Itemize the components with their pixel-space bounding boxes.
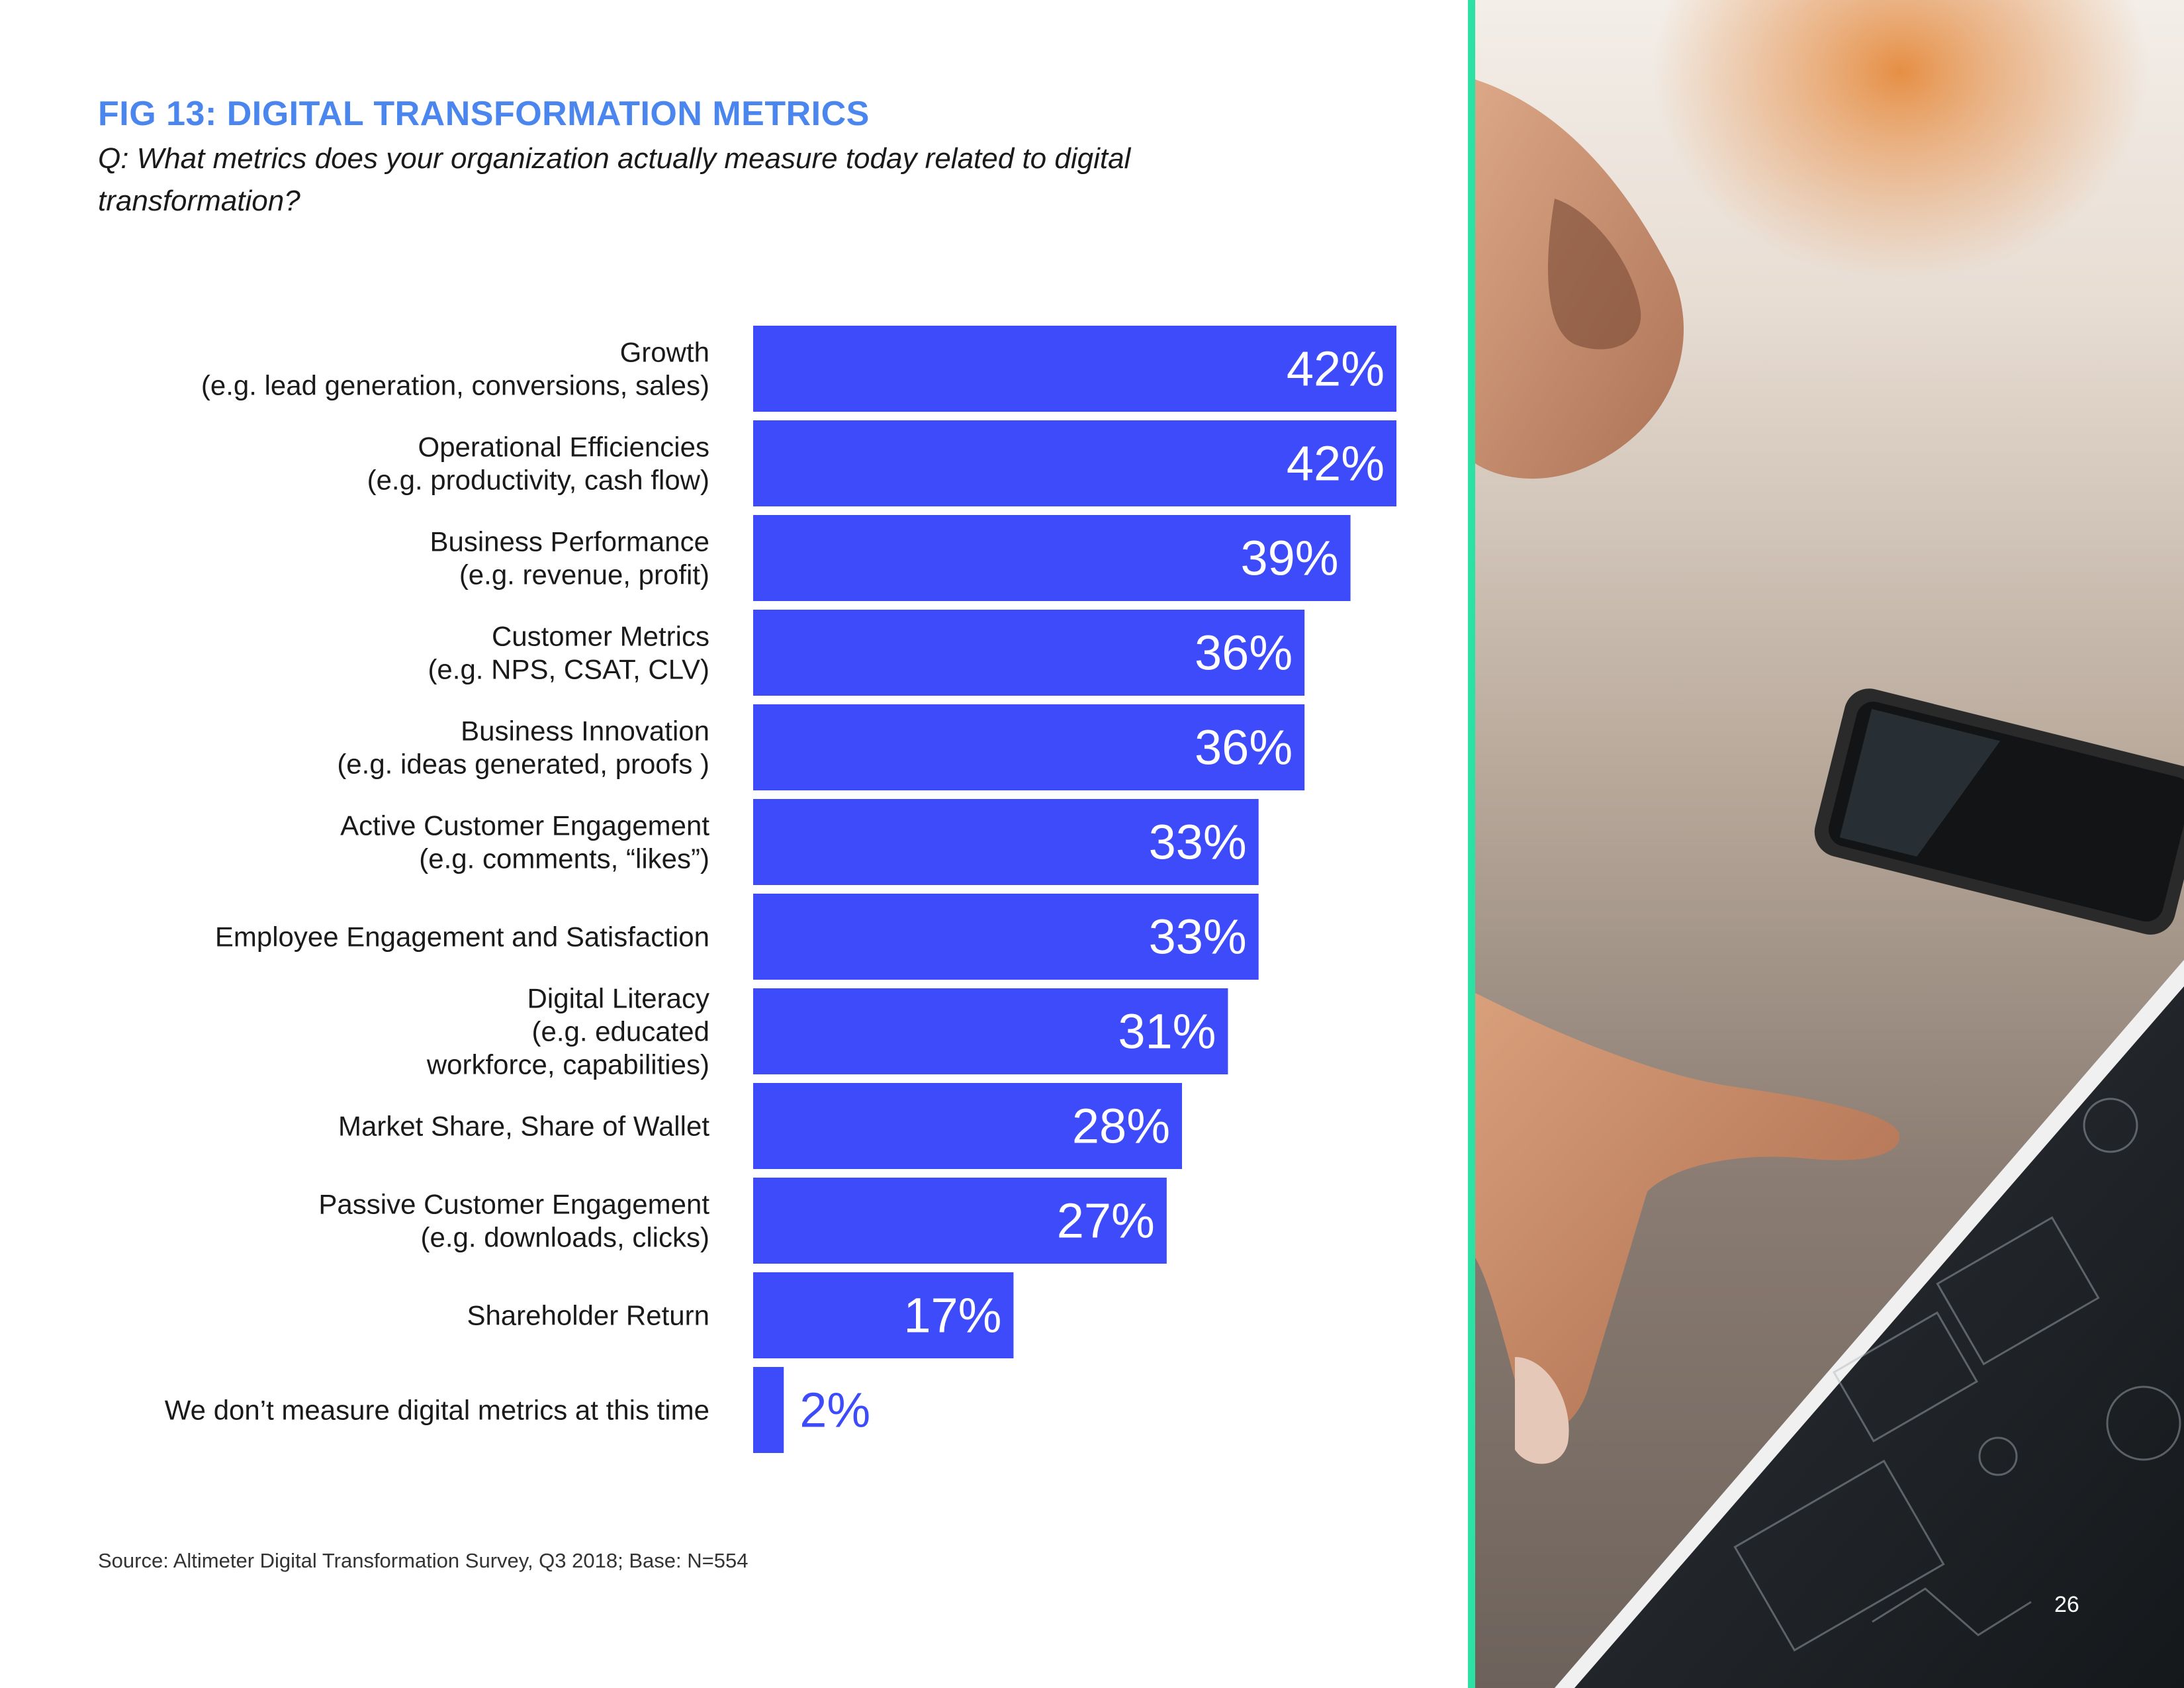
category-label-line: Business Innovation: [461, 716, 709, 747]
category-label-line: (e.g. NPS, CSAT, CLV): [428, 654, 709, 685]
bar-value-label-8: 31%: [1118, 1004, 1216, 1059]
bar-chart: 42% Growth(e.g. lead generation, conversi…: [165, 326, 1396, 1453]
category-label-line: Passive Customer Engagement: [318, 1189, 709, 1220]
bar-7: [753, 894, 1259, 980]
category-label-line: (e.g. comments, “likes”): [419, 843, 709, 874]
bar-value-label-1: 42%: [1287, 342, 1385, 397]
category-label-line: Operational Efficiencies: [418, 432, 709, 463]
category-label-line: Employee Engagement and Satisfaction: [215, 921, 709, 953]
bar-12: [753, 1367, 784, 1453]
category-label-line: Shareholder Return: [467, 1300, 709, 1331]
category-label-5: Business Innovation(e.g. ideas generated…: [337, 716, 709, 780]
bar-value-label-9: 28%: [1072, 1099, 1170, 1154]
category-label-1: Growth(e.g. lead generation, conversions…: [201, 337, 709, 401]
bar-1: [753, 326, 1396, 412]
bar-2: [753, 420, 1396, 506]
bar-value-label-4: 36%: [1195, 626, 1293, 680]
category-label-line: We don’t measure digital metrics at this…: [165, 1395, 709, 1426]
page-number: 26: [2054, 1592, 2079, 1617]
bar-8: [753, 988, 1228, 1074]
category-label-line: Business Performance: [430, 526, 709, 557]
category-label-line: (e.g. downloads, clicks): [420, 1222, 709, 1253]
bar-value-label-11: 17%: [903, 1288, 1001, 1343]
category-label-7: Employee Engagement and Satisfaction: [215, 921, 709, 953]
decorative-photo: [1475, 0, 2184, 1688]
bar-11: [753, 1272, 1014, 1358]
bar-9: [753, 1083, 1182, 1169]
bar-4: [753, 610, 1305, 696]
bar-5: [753, 704, 1305, 790]
category-label-line: (e.g. educated: [531, 1016, 709, 1047]
category-label-9: Market Share, Share of Wallet: [338, 1111, 709, 1142]
category-label-6: Active Customer Engagement(e.g. comments…: [340, 810, 709, 874]
bar-value-label-7: 33%: [1149, 910, 1247, 964]
photo-illustration: [1475, 0, 2184, 1688]
bar-3: [753, 515, 1351, 601]
chart-panel: FIG 13: DIGITAL TRANSFORMATION METRICS Q…: [98, 95, 1396, 1572]
category-label-10: Passive Customer Engagement(e.g. downloa…: [318, 1189, 709, 1253]
category-label-3: Business Performance(e.g. revenue, profi…: [430, 526, 709, 590]
category-label-4: Customer Metrics(e.g. NPS, CSAT, CLV): [428, 621, 709, 685]
bar-value-label-12: 2%: [799, 1383, 870, 1438]
bar-10: [753, 1178, 1167, 1264]
source-note: Source: Altimeter Digital Transformation…: [98, 1549, 749, 1572]
bar-value-label-5: 36%: [1195, 720, 1293, 775]
bar-value-label-10: 27%: [1057, 1194, 1155, 1248]
category-label-line: (e.g. ideas generated, proofs ): [337, 749, 709, 780]
survey-question: Q: What metrics does your organization a…: [98, 142, 1131, 217]
bar-value-label-6: 33%: [1149, 815, 1247, 870]
category-label-11: Shareholder Return: [467, 1300, 709, 1331]
category-label-2: Operational Efficiencies(e.g. productivi…: [367, 432, 709, 496]
category-label-8: Digital Literacy(e.g. educatedworkforce,…: [426, 983, 709, 1080]
accent-divider: [1468, 0, 1475, 1688]
category-label-line: (e.g. revenue, profit): [459, 559, 709, 590]
bar-value-label-2: 42%: [1287, 436, 1385, 491]
category-label-12: We don’t measure digital metrics at this…: [165, 1395, 709, 1426]
category-label-line: Digital Literacy: [527, 983, 709, 1014]
figure-title: FIG 13: DIGITAL TRANSFORMATION METRICS: [98, 95, 870, 133]
category-label-line: Growth: [620, 337, 709, 368]
category-label-line: workforce, capabilities): [426, 1049, 709, 1080]
category-label-line: (e.g. productivity, cash flow): [367, 465, 709, 496]
bar-6: [753, 799, 1259, 885]
category-label-line: (e.g. lead generation, conversions, sale…: [201, 370, 709, 401]
bar-value-label-3: 39%: [1240, 531, 1338, 586]
category-label-line: Customer Metrics: [492, 621, 709, 652]
category-label-line: Active Customer Engagement: [340, 810, 709, 841]
category-label-line: Market Share, Share of Wallet: [338, 1111, 709, 1142]
